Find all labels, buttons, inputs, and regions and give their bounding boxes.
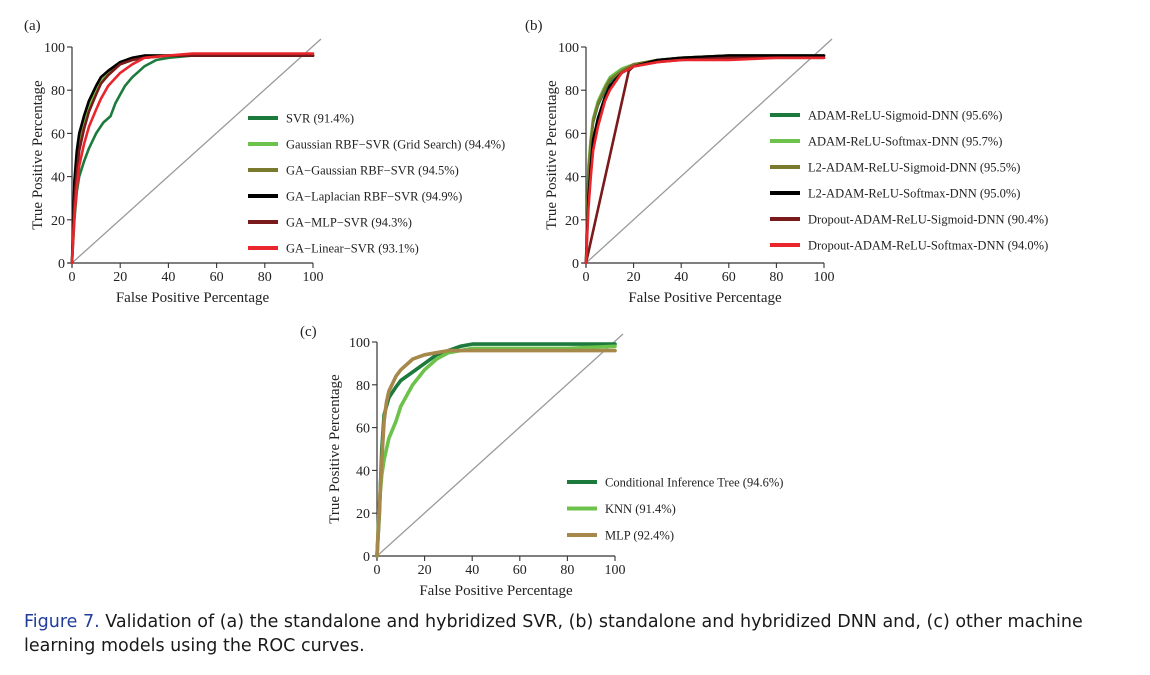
panel-label: (b) — [525, 18, 543, 34]
legend-label: KNN (91.4%) — [605, 502, 676, 516]
x-tick-label: 80 — [560, 563, 574, 578]
panel-label: (c) — [300, 324, 317, 340]
x-tick-label: 60 — [722, 270, 736, 285]
legend: ADAM-ReLU-Sigmoid-DNN (95.6%) ADAM-ReLU-S… — [770, 109, 1048, 253]
legend-label: L2-ADAM-ReLU-Softmax-DNN (95.0%) — [808, 187, 1020, 201]
roc-curve-2 — [375, 344, 617, 558]
roc-curve-1 — [584, 54, 826, 265]
caption-label: Figure 7. — [24, 612, 100, 632]
y-tick-label: 20 — [565, 214, 579, 229]
x-tick-label: 80 — [769, 270, 783, 285]
y-axis-label: True Positive Percentage — [30, 80, 46, 230]
roc-panel-3: (c) 0 20 40 60 80 100 0 20 40 60 80 100 False Positiv… — [300, 324, 783, 599]
y-tick-label: 0 — [572, 257, 579, 272]
y-axis-label: True Positive Percentage — [327, 374, 343, 524]
y-tick-label: 40 — [356, 464, 370, 479]
legend-label: GA−Linear−SVR (93.1%) — [286, 242, 419, 256]
roc-curve-6 — [70, 52, 315, 265]
x-tick-label: 60 — [210, 270, 224, 285]
x-tick-label: 0 — [583, 270, 590, 285]
diagonal-reference-line — [376, 333, 624, 557]
diagonal-reference-line — [585, 38, 833, 264]
y-tick-label: 20 — [356, 507, 370, 522]
y-tick-label: 100 — [44, 41, 65, 56]
legend-label: GA−Laplacian RBF−SVR (94.9%) — [286, 190, 462, 204]
legend-label: MLP (92.4%) — [605, 529, 674, 543]
roc-panel-1: (a) 0 20 40 60 80 100 0 20 40 60 80 100 False Positiv… — [24, 18, 505, 306]
y-tick-label: 80 — [51, 84, 65, 99]
legend-label: ADAM-ReLU-Softmax-DNN (95.7%) — [808, 135, 1002, 149]
x-axis-label: False Positive Percentage — [628, 290, 782, 306]
y-tick-label: 0 — [58, 257, 65, 272]
legend-label: GA−MLP−SVR (94.3%) — [286, 216, 412, 230]
legend-label: GA−Gaussian RBF−SVR (94.5%) — [286, 164, 459, 178]
roc-curve-3 — [584, 54, 826, 265]
x-tick-label: 40 — [465, 563, 479, 578]
x-tick-label: 60 — [513, 563, 527, 578]
y-tick-label: 80 — [356, 379, 370, 394]
legend: Conditional Inference Tree (94.6%) KNN (9… — [567, 476, 783, 543]
panel-label: (a) — [24, 18, 41, 34]
legend-label: Dropout-ADAM-ReLU-Softmax-DNN (94.0%) — [808, 239, 1048, 253]
roc-curve-3 — [375, 348, 617, 558]
x-tick-label: 0 — [69, 270, 76, 285]
figure-caption: Figure 7. Validation of (a) the standalo… — [24, 610, 1124, 658]
y-axis-label: True Positive Percentage — [544, 80, 560, 230]
diagonal-reference-line — [71, 38, 322, 264]
x-tick-label: 40 — [674, 270, 688, 285]
figure: (a) 0 20 40 60 80 100 0 20 40 60 80 100 False Positiv… — [24, 18, 1048, 599]
roc-curve-2 — [584, 54, 826, 265]
legend: SVR (91.4%) Gaussian RBF−SVR (Grid Search… — [248, 112, 505, 256]
legend-label: L2-ADAM-ReLU-Sigmoid-DNN (95.5%) — [808, 161, 1020, 175]
legend-label: ADAM-ReLU-Sigmoid-DNN (95.6%) — [808, 109, 1002, 123]
y-tick-label: 0 — [363, 550, 370, 565]
roc-curve-5 — [584, 56, 826, 265]
roc-panel-2: (b) 0 20 40 60 80 100 0 20 40 60 80 100 False Positiv… — [525, 18, 1048, 306]
x-tick-label: 100 — [303, 270, 324, 285]
x-tick-label: 40 — [161, 270, 175, 285]
y-tick-label: 100 — [349, 336, 370, 351]
x-tick-label: 20 — [627, 270, 641, 285]
x-tick-label: 100 — [814, 270, 835, 285]
x-tick-label: 100 — [605, 563, 626, 578]
legend-label: SVR (91.4%) — [286, 112, 354, 126]
legend-label: Gaussian RBF−SVR (Grid Search) (94.4%) — [286, 138, 505, 152]
y-tick-label: 20 — [51, 214, 65, 229]
roc-curve-5 — [70, 54, 315, 265]
x-axis-label: False Positive Percentage — [116, 290, 270, 306]
y-tick-label: 60 — [51, 127, 65, 142]
roc-curve-6 — [584, 56, 826, 265]
y-tick-label: 40 — [51, 171, 65, 186]
roc-curve-4 — [584, 54, 826, 265]
y-tick-label: 60 — [356, 422, 370, 437]
y-tick-label: 60 — [565, 127, 579, 142]
x-tick-label: 80 — [258, 270, 272, 285]
y-tick-label: 40 — [565, 171, 579, 186]
x-tick-label: 0 — [374, 563, 381, 578]
x-tick-label: 20 — [418, 563, 432, 578]
y-tick-label: 100 — [558, 41, 579, 56]
y-tick-label: 80 — [565, 84, 579, 99]
legend-label: Dropout-ADAM-ReLU-Sigmoid-DNN (90.4%) — [808, 213, 1048, 227]
caption-text: Validation of (a) the standalone and hyb… — [24, 612, 1083, 656]
x-axis-label: False Positive Percentage — [419, 583, 573, 599]
x-tick-label: 20 — [113, 270, 127, 285]
legend-label: Conditional Inference Tree (94.6%) — [605, 476, 783, 490]
